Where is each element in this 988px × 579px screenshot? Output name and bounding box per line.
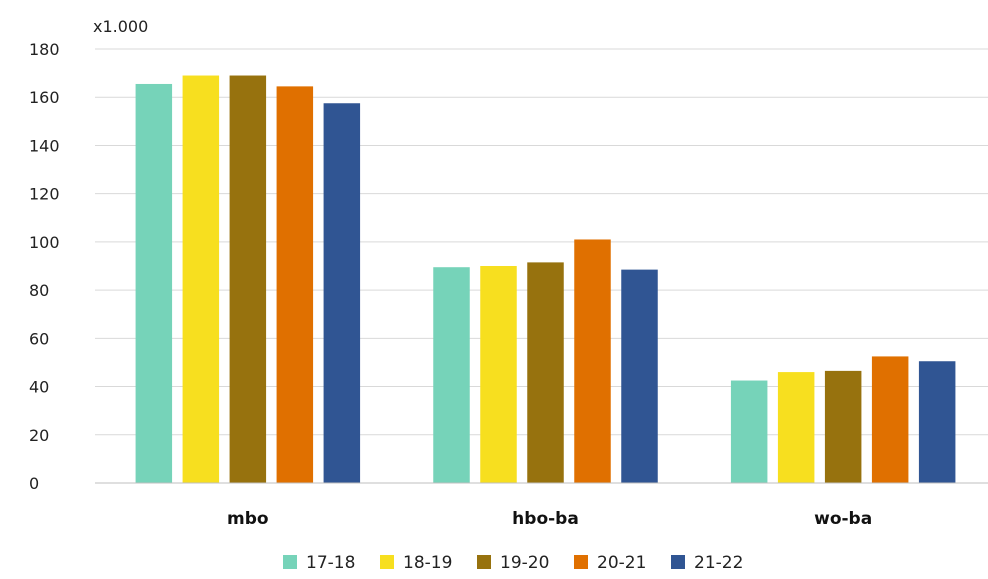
y-tick-label: 120 xyxy=(29,185,60,204)
bar-mbo-20-21 xyxy=(276,86,314,483)
bar-mbo-17-18 xyxy=(135,83,173,483)
y-tick-label: 140 xyxy=(29,136,60,155)
bar-mbo-21-22 xyxy=(323,103,361,483)
bar-wo-ba-20-21 xyxy=(871,356,909,483)
bar-wo-ba-18-19 xyxy=(777,372,815,483)
y-tick-label: 0 xyxy=(29,474,39,493)
bar-hbo-ba-18-19 xyxy=(480,266,517,483)
legend-swatch xyxy=(380,555,394,569)
legend-label: 18-19 xyxy=(403,553,452,573)
bar-hbo-ba-17-18 xyxy=(433,267,470,483)
y-tick-label: 160 xyxy=(29,88,60,107)
x-category-label: mbo xyxy=(227,509,269,529)
bars xyxy=(135,75,956,484)
legend-swatch xyxy=(477,555,491,569)
legend-swatch xyxy=(574,555,588,569)
legend-item: 20-21 xyxy=(574,553,646,573)
legend-item: 18-19 xyxy=(380,553,452,573)
legend-item: 19-20 xyxy=(477,553,549,573)
y-tick-label: 60 xyxy=(29,329,49,348)
y-tick-label: 40 xyxy=(29,378,49,397)
legend-item: 17-18 xyxy=(283,553,355,573)
x-axis-category-labels: mbo hbo-ba wo-ba xyxy=(227,509,872,529)
legend-item: 21-22 xyxy=(671,553,743,573)
x-category-label: wo-ba xyxy=(814,509,872,529)
legend-label: 20-21 xyxy=(597,553,646,573)
legend: 17-18 18-19 19-20 20-21 21-22 xyxy=(283,553,743,573)
y-tick-label: 100 xyxy=(29,233,60,252)
bar-hbo-ba-20-21 xyxy=(574,239,611,483)
y-axis-ticks: 0 20 40 60 80 100 120 140 160 180 xyxy=(29,40,60,493)
bar-wo-ba-21-22 xyxy=(918,361,956,483)
bar-wo-ba-19-20 xyxy=(824,370,862,483)
bar-wo-ba-17-18 xyxy=(730,380,768,483)
bar-hbo-ba-21-22 xyxy=(621,269,658,483)
y-tick-label: 180 xyxy=(29,40,60,59)
legend-label: 19-20 xyxy=(500,553,549,573)
legend-swatch xyxy=(283,555,297,569)
bar-mbo-18-19 xyxy=(182,75,220,484)
y-tick-label: 20 xyxy=(29,426,49,445)
legend-label: 17-18 xyxy=(306,553,355,573)
x-category-label: hbo-ba xyxy=(512,509,579,529)
bar-hbo-ba-19-20 xyxy=(527,262,564,483)
bar-mbo-19-20 xyxy=(229,75,267,484)
y-tick-label: 80 xyxy=(29,281,49,300)
legend-swatch xyxy=(671,555,685,569)
y-axis-unit-label: x1.000 xyxy=(93,17,148,36)
legend-label: 21-22 xyxy=(694,553,743,573)
